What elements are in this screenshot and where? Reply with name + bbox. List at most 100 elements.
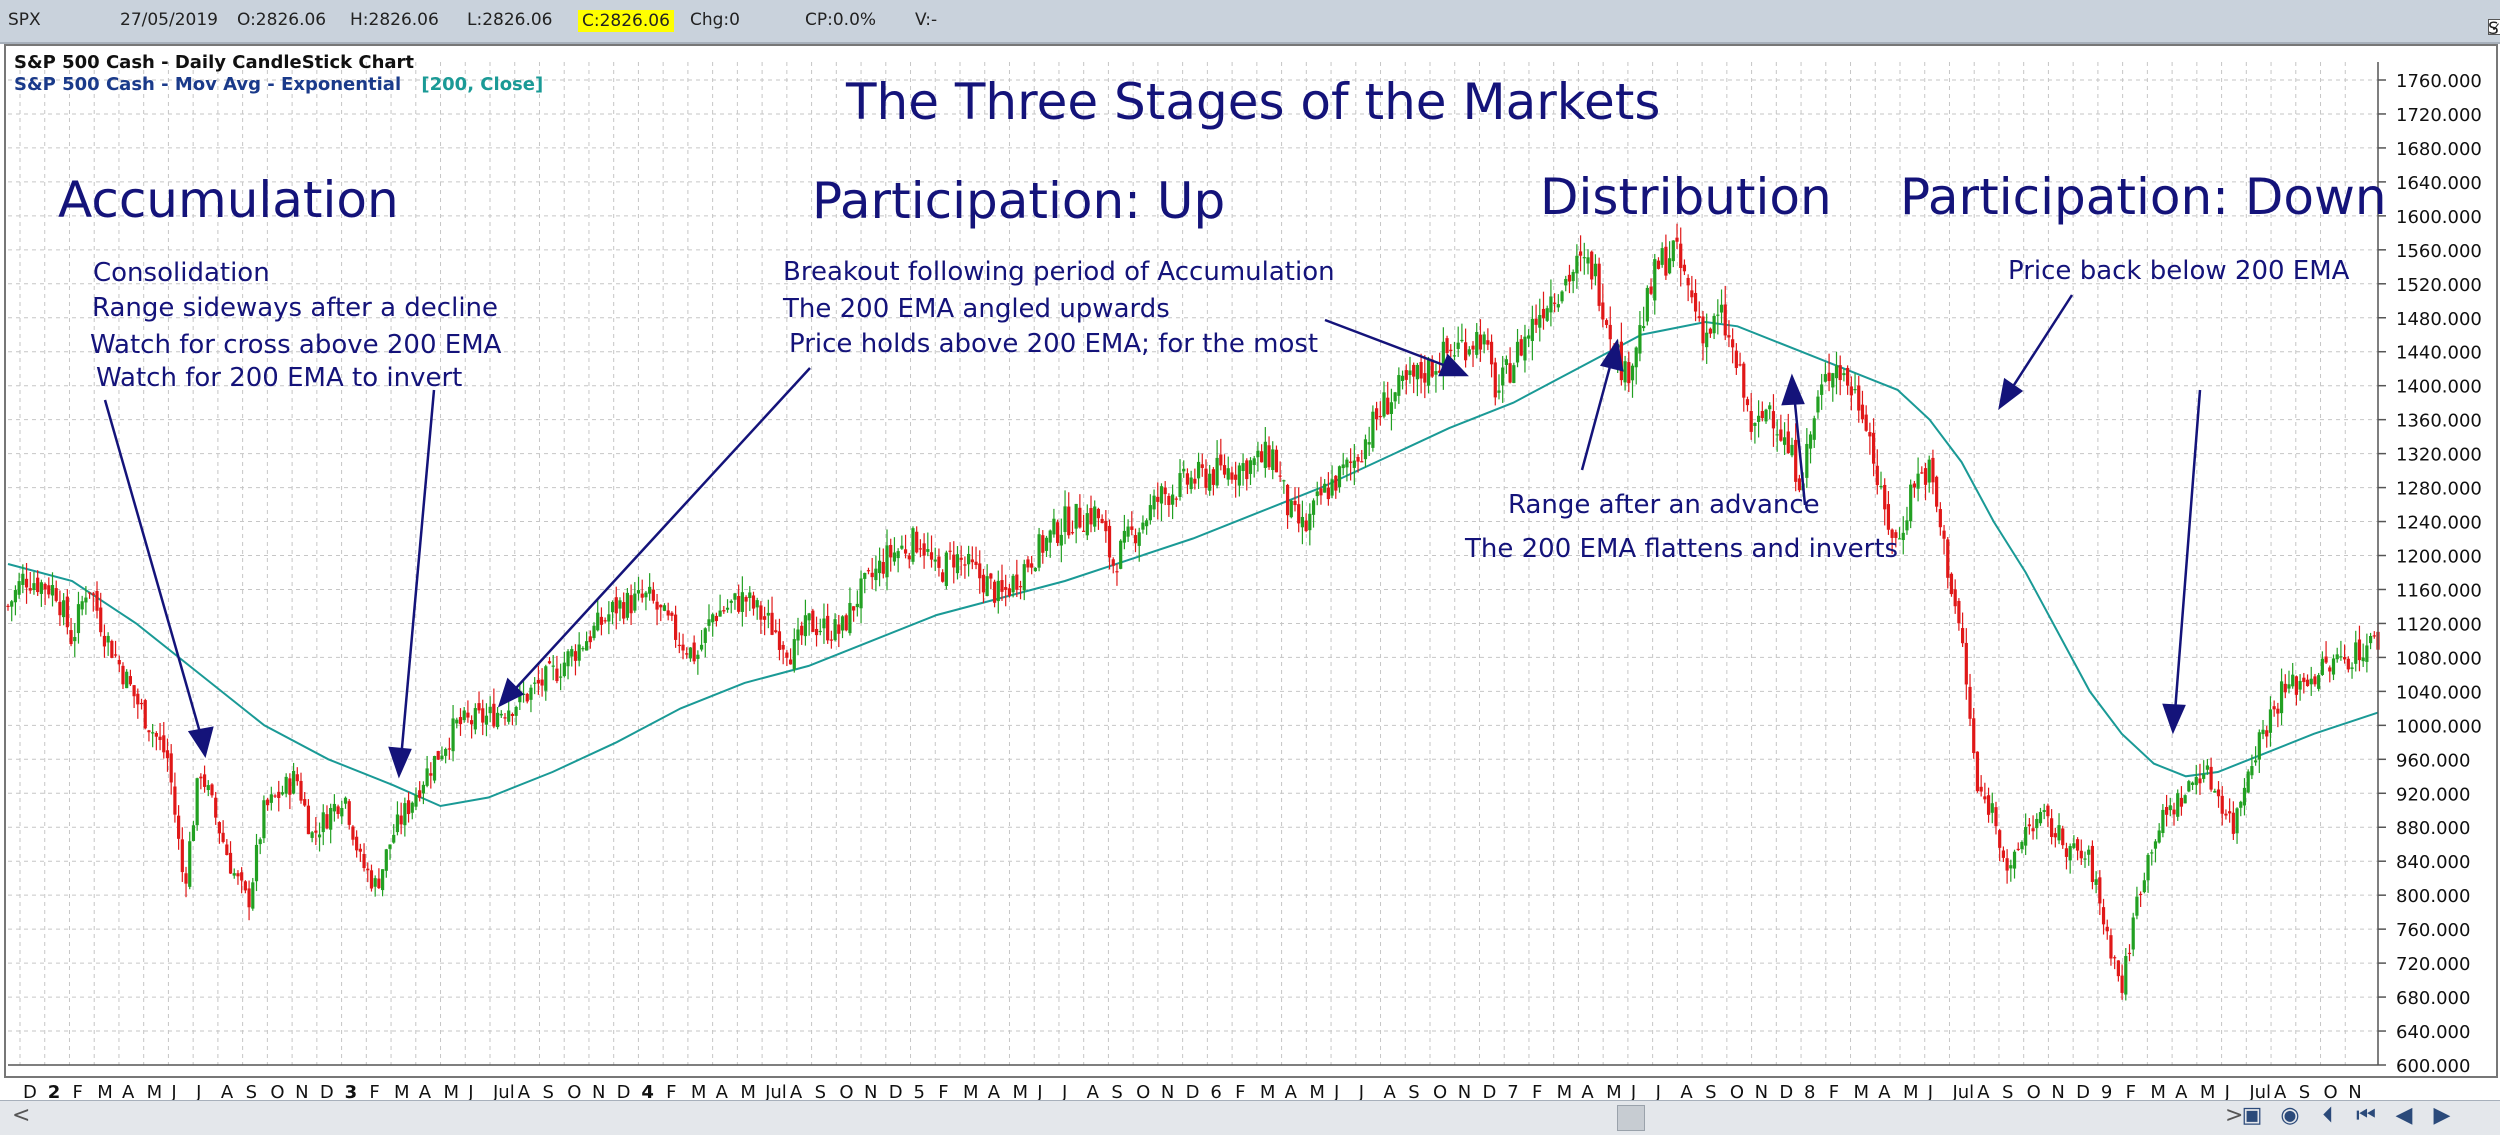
x-tick-label: M — [740, 1082, 756, 1100]
candle-up — [291, 770, 296, 794]
y-tick-label: 1040.000 — [2396, 682, 2482, 703]
candle-down — [2228, 811, 2232, 814]
y-tick-label: 1200.000 — [2396, 547, 2482, 568]
candle-down — [503, 717, 507, 719]
candle-down — [1627, 362, 1631, 384]
candle-down — [1723, 304, 1727, 336]
candle-down — [1604, 320, 1609, 325]
x-tick-label: A — [988, 1082, 1001, 1100]
candle-up — [2012, 851, 2017, 869]
step-back-icon[interactable]: ◀ — [2395, 1103, 2413, 1128]
candle-down — [199, 776, 203, 779]
candle-down — [651, 589, 655, 601]
candle-down — [744, 596, 748, 602]
candle-down — [1464, 342, 1468, 361]
candle-up — [833, 619, 837, 641]
candle-down — [1007, 588, 1012, 596]
candle-down — [1946, 539, 1950, 578]
x-tick-label: 4 — [641, 1082, 654, 1100]
candle-up — [206, 785, 210, 791]
note-breakout: Breakout following period of Accumulatio… — [783, 257, 1335, 287]
candle-down — [113, 654, 118, 656]
x-tick-label: O — [2324, 1082, 2338, 1100]
candle-down — [1297, 504, 1301, 524]
x-tick-label: O — [1433, 1082, 1447, 1100]
candle-down — [314, 830, 318, 833]
arrow-participation-up — [504, 367, 811, 701]
candle-up — [1052, 518, 1056, 535]
candle-up — [1456, 342, 1460, 349]
x-tick-label: D — [1779, 1082, 1793, 1100]
candle-down — [299, 780, 303, 801]
candle-down — [1875, 465, 1879, 486]
candle-down — [2005, 858, 2009, 871]
candle-down — [351, 826, 355, 840]
candle-down — [481, 708, 485, 723]
candle-down — [1245, 460, 1249, 480]
candle-down — [1567, 274, 1572, 282]
candle-down — [2372, 635, 2376, 637]
candle-up — [1178, 473, 1182, 497]
candle-down — [1846, 367, 1850, 386]
candle-down — [1133, 535, 1138, 544]
x-tick-label: N — [1458, 1082, 1471, 1100]
candle-up — [766, 612, 770, 616]
candle-down — [1734, 350, 1738, 368]
candle-up — [195, 778, 199, 826]
scroll-left-arrow[interactable]: < — [12, 1103, 31, 1128]
candle-up — [2239, 801, 2243, 808]
x-tick-label: A — [122, 1082, 135, 1100]
scroll-start-icon[interactable]: ⏴ — [2322, 1103, 2334, 1128]
candle-up — [21, 573, 25, 585]
candle-down — [1986, 795, 1991, 815]
candle-up — [1653, 259, 1657, 301]
candle-up — [425, 768, 429, 786]
candle-up — [1308, 513, 1312, 531]
scroll-end-icon[interactable]: ⏮ — [2356, 1103, 2376, 1128]
candle-down — [1486, 340, 1490, 345]
zoom-icon[interactable]: ◉ — [2280, 1103, 2300, 1128]
checkbox-checked-icon[interactable]: ✓ — [2488, 19, 2500, 35]
candle-up — [32, 583, 36, 591]
candle-down — [2198, 778, 2202, 784]
chart-frame — [4, 44, 2498, 1078]
candle-up — [462, 710, 466, 721]
scroll-thumb[interactable] — [1617, 1105, 1645, 1131]
candle-down — [128, 676, 132, 685]
candle-down — [91, 593, 95, 596]
candle-down — [1386, 397, 1390, 415]
candle-up — [607, 614, 611, 622]
candle-up — [444, 749, 448, 756]
candle-up — [2257, 732, 2261, 760]
candle-up — [10, 601, 14, 607]
bottom-scrollbar[interactable]: < > — [0, 1100, 2500, 1135]
candle-up — [1512, 365, 1516, 383]
candle-up — [310, 832, 314, 838]
candle-up — [1330, 479, 1334, 496]
candle-up — [1909, 484, 1913, 522]
candle-up — [618, 600, 622, 609]
candle-up — [1300, 516, 1305, 528]
candle-down — [1234, 474, 1238, 480]
candle-down — [974, 561, 978, 565]
candle-up — [1905, 520, 1909, 531]
arrowhead-icon — [1781, 373, 1805, 406]
chart-settings-icon[interactable]: ▣ — [2241, 1103, 2263, 1128]
candle-down — [1349, 461, 1353, 463]
candle-down — [136, 693, 140, 705]
candle-up — [403, 803, 407, 826]
candle-down — [666, 610, 670, 616]
scroll-right-arrow[interactable]: > — [2225, 1103, 2244, 1128]
x-tick-label: M — [147, 1082, 163, 1100]
price-chart[interactable]: 1760.000 1720.000 1680.000 1640.000 1600.000… — [0, 0, 2500, 1100]
candle-up — [1215, 457, 1219, 486]
x-tick-label: M — [2200, 1082, 2216, 1100]
candle-up — [1475, 331, 1479, 355]
x-tick-label: F — [2126, 1082, 2136, 1100]
candle-down — [1886, 504, 1891, 530]
step-forward-icon[interactable]: ▶ — [2433, 1103, 2451, 1128]
x-tick-label: S — [246, 1082, 257, 1100]
candle-down — [1972, 718, 1976, 753]
candle-down — [2313, 676, 2317, 685]
candle-down — [1100, 518, 1104, 524]
